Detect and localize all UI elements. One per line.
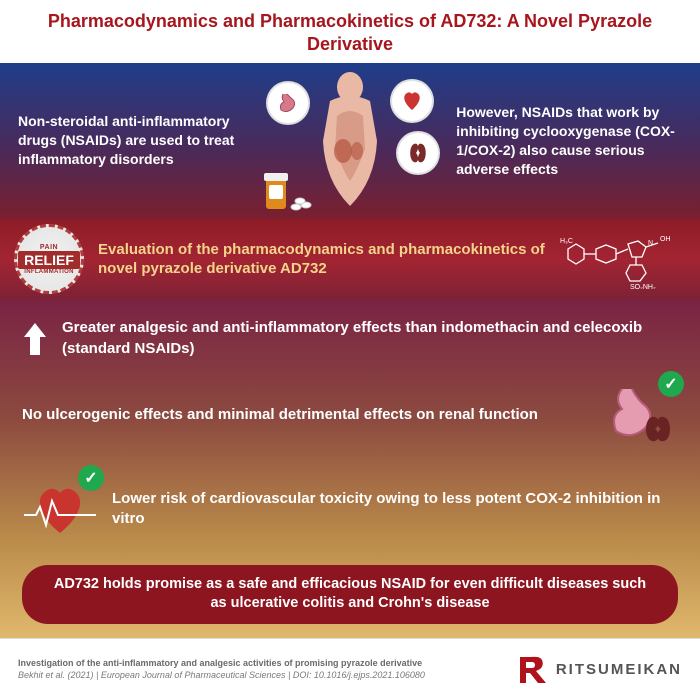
infographic-root: Pharmacodynamics and Pharmacokinetics of… [0, 0, 700, 700]
stomach-bubble-icon [268, 83, 308, 123]
footer-line2: Bekhit et al. (2021) | European Journal … [18, 670, 425, 682]
heart-ecg-illustration: ✓ [22, 471, 98, 547]
page-title: Pharmacodynamics and Pharmacokinetics of… [20, 10, 680, 55]
svg-text:OH: OH [660, 236, 671, 243]
bullet-1-text: Greater analgesic and anti-inflammatory … [62, 318, 678, 359]
footer-citation: Investigation of the anti-inflammatory a… [18, 658, 425, 681]
footer-line1: Investigation of the anti-inflammatory a… [18, 658, 425, 670]
bullet-3: ✓ Lower risk of cardiovascular toxicity … [22, 471, 678, 547]
check-icon: ✓ [78, 465, 104, 491]
pain-relief-badge-icon: PAIN RELIEF INFLAMMATION [14, 224, 84, 294]
top-right-text: However, NSAIDs that work by inhibiting … [456, 103, 682, 179]
heart-bubble-icon [392, 81, 432, 121]
check-icon: ✓ [658, 371, 684, 397]
body-band: Greater analgesic and anti-inflammatory … [0, 300, 700, 638]
ritsumeikan-logo-icon [516, 653, 550, 687]
bullet-2: No ulcerogenic effects and minimal detri… [22, 377, 678, 453]
arrow-up-icon [22, 321, 48, 357]
logo-text: RITSUMEIKAN [556, 661, 682, 678]
top-band: Non-steroidal anti-inflammatory drugs (N… [0, 63, 700, 219]
svg-text:H₃C: H₃C [560, 238, 573, 245]
mid-band: PAIN RELIEF INFLAMMATION Evaluation of t… [0, 219, 700, 301]
title-bar: Pharmacodynamics and Pharmacokinetics of… [0, 0, 700, 63]
pill-bottle-icon [262, 171, 318, 215]
logo: RITSUMEIKAN [516, 653, 682, 687]
bullet-2-text: No ulcerogenic effects and minimal detri… [22, 405, 588, 425]
badge-line1: PAIN [40, 244, 58, 251]
top-left-text: Non-steroidal anti-inflammatory drugs (N… [18, 112, 244, 169]
badge-line3: INFLAMMATION [24, 269, 73, 275]
bullet-1: Greater analgesic and anti-inflammatory … [22, 318, 678, 359]
molecule-structure-icon: H₃C N OH SO₂NH₂ [556, 229, 686, 289]
badge-line2: RELIEF [18, 251, 80, 269]
anatomy-illustration [250, 71, 450, 211]
stomach-kidney-illustration: ✓ [602, 377, 678, 453]
mid-text: Evaluation of the pharmacodynamics and p… [98, 240, 556, 279]
footer: Investigation of the anti-inflammatory a… [0, 638, 700, 700]
bullet-3-text: Lower risk of cardiovascular toxicity ow… [112, 489, 678, 530]
kidney-bubble-icon [398, 133, 438, 173]
conclusion-pill: AD732 holds promise as a safe and effica… [22, 565, 678, 624]
svg-text:SO₂NH₂: SO₂NH₂ [630, 284, 656, 289]
